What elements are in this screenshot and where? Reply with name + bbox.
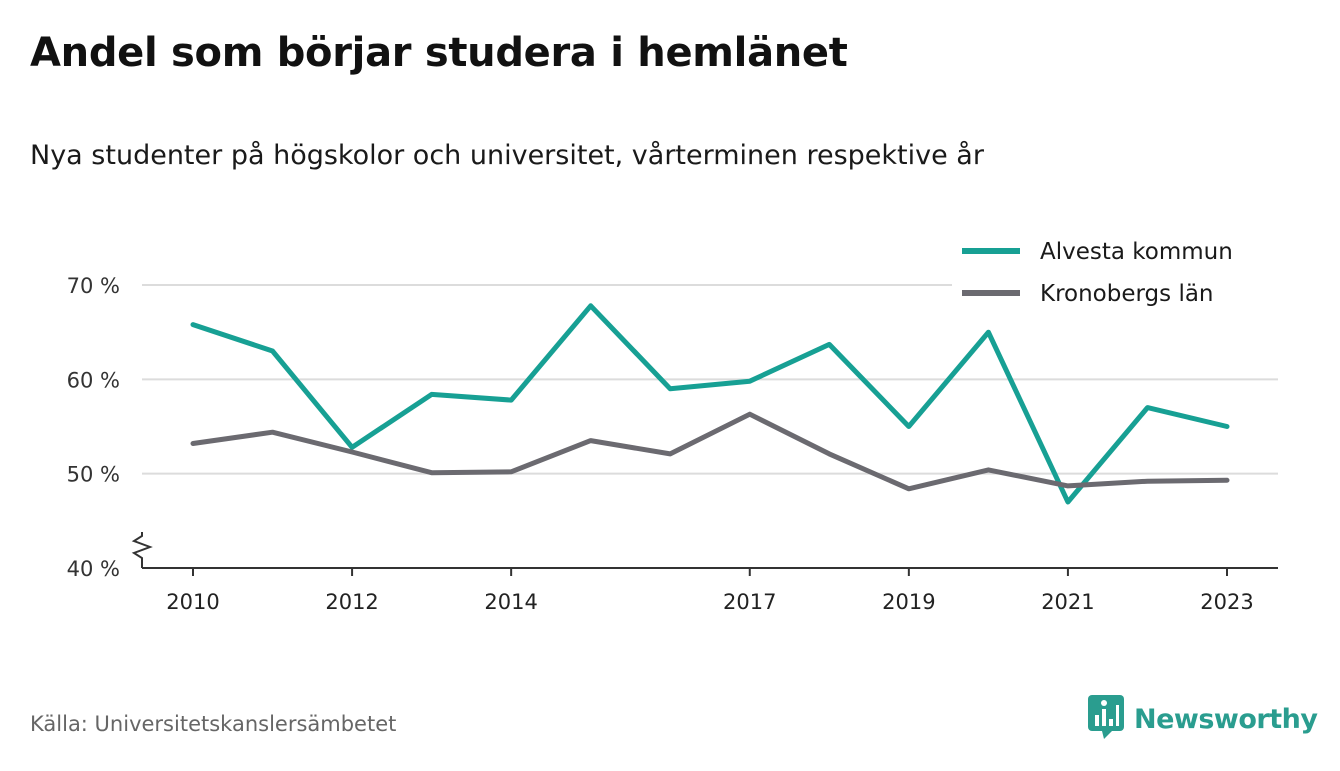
legend-label: Kronobergs län [1040, 281, 1214, 307]
y-tick-label: 60 % [67, 368, 120, 392]
chart-subtitle: Nya studenter på högskolor och universit… [30, 140, 984, 171]
series-lines [190, 303, 1230, 505]
x-tick-label: 2012 [325, 590, 378, 614]
series-line-1 [190, 303, 1230, 505]
legend: Alvesta kommun Kronobergs län [952, 232, 1278, 316]
y-tick-label: 50 % [67, 463, 120, 487]
x-tick-label: 2017 [723, 590, 776, 614]
legend-background [952, 232, 1278, 316]
source-note: Källa: Universitetskanslersämbetet [30, 712, 397, 736]
chart-bubble-icon [1088, 695, 1124, 743]
y-axis-ticks: 40 % 50 % 60 % 70 % [67, 274, 120, 581]
brand-name: Newsworthy [1134, 703, 1318, 735]
legend-label: Alvesta kommun [1040, 239, 1233, 265]
x-axis-ticks: 2010 2012 2014 2017 2019 2021 2023 [166, 568, 1254, 614]
chart-title: Andel som börjar studera i hemlänet [30, 30, 848, 76]
x-tick-label: 2019 [882, 590, 935, 614]
x-axis [131, 532, 1278, 569]
x-tick-label: 2014 [484, 590, 537, 614]
brand-logo: Newsworthy [1088, 695, 1318, 743]
y-tick-label: 40 % [67, 557, 120, 581]
x-tick-label: 2023 [1200, 590, 1253, 614]
series-line-2 [190, 411, 1230, 492]
x-tick-label: 2010 [166, 590, 219, 614]
zigzag-break-icon [131, 532, 153, 568]
y-tick-label: 70 % [67, 274, 120, 298]
x-tick-label: 2021 [1041, 590, 1094, 614]
